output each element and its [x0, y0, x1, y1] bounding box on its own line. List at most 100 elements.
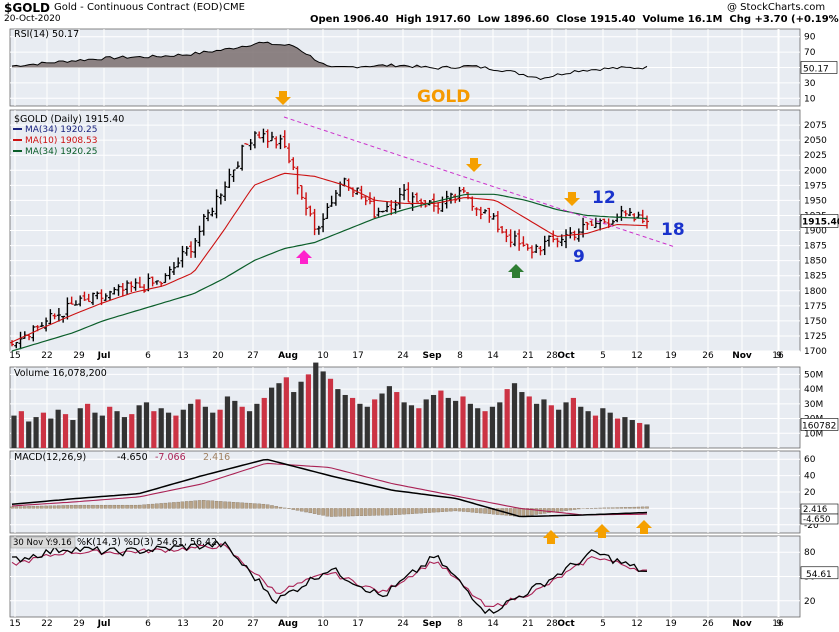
histogram-bar	[125, 504, 129, 509]
macd-title: MACD(12,26,9)	[14, 452, 86, 463]
volume-bar	[504, 389, 510, 448]
histogram-bar	[640, 506, 645, 509]
histogram-bar	[479, 508, 483, 514]
histogram-bar	[329, 508, 334, 517]
ma10-line	[11, 172, 648, 343]
magenta-up-arrow-icon	[296, 250, 312, 264]
histogram-bar	[572, 508, 577, 510]
y-tick-label: 1850	[804, 257, 827, 267]
histogram-bar	[236, 502, 240, 509]
macd-box-2	[800, 513, 839, 525]
histogram-bar	[449, 508, 453, 512]
macd-histogram	[10, 500, 649, 517]
histogram-bar	[461, 508, 466, 512]
histogram-bar	[69, 505, 74, 509]
histogram-bar	[385, 508, 389, 516]
x-tick-label: Oct	[557, 351, 575, 361]
histogram-bar	[444, 508, 449, 512]
x-tick-label-bottom: 17	[352, 619, 363, 629]
histogram-bar	[304, 508, 308, 513]
x-tick-label: 13	[177, 351, 188, 361]
histogram-bar	[602, 507, 607, 509]
x-tick-label: 21	[522, 351, 533, 361]
volume-bar	[408, 405, 415, 448]
volume-bar	[129, 414, 135, 448]
volume-bar	[386, 386, 392, 448]
x-tick-label-bottom: 12	[631, 619, 642, 629]
histogram-bar	[415, 508, 419, 514]
histogram-bar	[18, 506, 23, 509]
volume-bar	[210, 412, 216, 448]
volume-bar	[401, 402, 407, 448]
x-tick-label: 20	[212, 351, 224, 361]
histogram-bar	[363, 508, 368, 516]
macd-current-line: -4.650	[803, 515, 830, 525]
histogram-bar	[615, 507, 619, 509]
volume-current: 160782	[802, 421, 836, 431]
histogram-bar	[35, 505, 40, 509]
x-tick-label-bottom: 9	[776, 619, 782, 629]
y-tick-label: 20	[804, 597, 816, 607]
x-tick-label: Jul	[97, 351, 111, 361]
histogram-bar	[376, 508, 381, 516]
volume-bar	[107, 406, 113, 448]
histogram-bar	[355, 508, 359, 517]
chart-date: 20-Oct-2020	[4, 14, 61, 24]
histogram-bar	[530, 508, 534, 516]
y-tick-label: 10	[804, 94, 816, 104]
histogram-bar	[432, 508, 436, 513]
volume-bar	[637, 422, 643, 448]
histogram-bar	[487, 508, 492, 514]
histogram-bar	[253, 503, 257, 509]
volume-bar	[11, 415, 17, 448]
histogram-bar	[129, 504, 134, 509]
histogram-bar	[513, 508, 517, 517]
histogram-bar	[334, 508, 338, 517]
histogram-bar	[180, 501, 185, 509]
histogram-bar	[628, 507, 632, 509]
volume-bar	[394, 392, 400, 448]
histogram-bar	[440, 508, 445, 512]
histogram-bar	[99, 504, 104, 509]
stoch-value-box	[800, 566, 839, 580]
histogram-bar	[308, 508, 313, 514]
x-tick-label: 29	[73, 351, 85, 361]
y-tick-label: 1975	[804, 181, 827, 191]
x-tick-label-bottom: 24	[397, 619, 409, 629]
annotation-18: 18	[661, 220, 685, 240]
volume-bar	[246, 411, 253, 448]
volume-bars	[11, 362, 650, 448]
histogram-bar	[359, 508, 364, 516]
histogram-bar	[74, 504, 78, 509]
volume-bar	[578, 406, 584, 448]
volume-bar	[349, 397, 356, 448]
x-tick-label-bottom: 14	[487, 619, 499, 629]
histogram-bar	[555, 508, 560, 512]
histogram-bar	[278, 506, 283, 509]
y-tick-label: 90	[804, 33, 816, 43]
y-tick-label: 1700	[804, 347, 827, 357]
histogram-bar	[231, 502, 236, 509]
histogram-bar	[159, 503, 163, 509]
volume-bar	[335, 389, 341, 448]
y-tick-label: 1875	[804, 242, 827, 252]
x-tick-label: 5	[600, 351, 606, 361]
chart-header: $GOLD Gold - Continuous Contract (EOD) C…	[0, 0, 839, 26]
volume-bar	[188, 403, 194, 448]
volume-bar	[26, 421, 32, 448]
histogram-bar	[274, 506, 278, 509]
x-tick-label: 22	[41, 351, 52, 361]
histogram-value: 2.416	[203, 452, 230, 463]
tooltip-text: 30 Nov Y:9.16	[13, 538, 72, 548]
y-tick-label: 70	[804, 48, 816, 58]
x-tick-label: 9	[776, 351, 782, 361]
volume-bar	[482, 411, 488, 448]
volume-bar	[430, 394, 437, 448]
volume-bar	[55, 409, 61, 448]
volume-bar	[298, 381, 304, 448]
x-tick-label: Sep	[422, 351, 442, 361]
histogram-bar	[521, 508, 526, 517]
histogram-bar	[645, 506, 649, 509]
volume-bar	[143, 402, 150, 448]
